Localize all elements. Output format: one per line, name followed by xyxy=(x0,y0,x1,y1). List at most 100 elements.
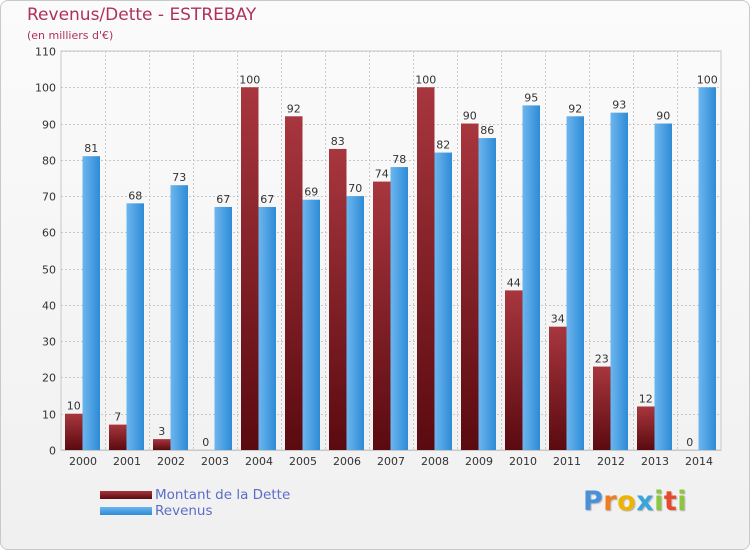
logo-letter: o xyxy=(617,486,637,517)
y-tick-label: 80 xyxy=(42,155,56,168)
legend-swatch-debt xyxy=(100,491,152,499)
revenue-bar xyxy=(434,152,452,450)
debt-value-label: 10 xyxy=(67,400,81,413)
revenue-bar xyxy=(390,167,408,450)
revenue-bar xyxy=(610,112,628,450)
label-layer: 0102030405060708090100110108120007682001… xyxy=(35,46,718,469)
debt-bar xyxy=(505,290,523,450)
revenue-value-label: 67 xyxy=(216,193,230,206)
x-tick-label: 2006 xyxy=(333,455,361,468)
debt-value-label: 3 xyxy=(158,425,165,438)
debt-bar xyxy=(65,413,83,450)
debt-bar xyxy=(241,87,259,450)
x-tick-label: 2000 xyxy=(69,455,97,468)
debt-value-label: 90 xyxy=(463,110,477,123)
x-tick-label: 2005 xyxy=(289,455,317,468)
debt-value-label: 92 xyxy=(287,102,301,115)
debt-value-label: 100 xyxy=(415,73,436,86)
debt-bar xyxy=(461,123,479,450)
y-tick-label: 50 xyxy=(42,264,56,277)
x-tick-label: 2001 xyxy=(113,455,141,468)
y-tick-label: 110 xyxy=(35,46,56,59)
logo-letter: i xyxy=(677,486,688,517)
revenue-bar xyxy=(258,206,276,450)
revenue-value-label: 86 xyxy=(480,124,494,137)
chart-subtitle: (en milliers d'€) xyxy=(27,29,114,42)
debt-value-label: 74 xyxy=(375,168,389,181)
debt-bar xyxy=(417,87,435,450)
revenue-bar xyxy=(698,87,716,450)
y-tick-label: 60 xyxy=(42,227,56,240)
chart-title: Revenus/Dette - ESTREBAY xyxy=(27,5,257,25)
revenue-bar xyxy=(346,196,364,450)
debt-value-label: 23 xyxy=(595,353,609,366)
x-tick-label: 2012 xyxy=(597,455,625,468)
debt-value-label: 0 xyxy=(202,436,209,449)
y-tick-label: 10 xyxy=(42,409,56,422)
logo-letter: i xyxy=(654,486,664,517)
x-tick-label: 2014 xyxy=(685,455,713,468)
legend-swatch-revenue xyxy=(100,507,152,515)
x-tick-label: 2008 xyxy=(421,455,449,468)
debt-value-label: 83 xyxy=(331,135,345,148)
revenue-value-label: 78 xyxy=(392,153,406,166)
y-tick-label: 90 xyxy=(42,119,56,132)
logo-letter: r xyxy=(603,486,618,517)
revenue-value-label: 95 xyxy=(524,91,538,104)
y-tick-label: 70 xyxy=(42,191,56,204)
debt-bar xyxy=(549,326,567,450)
debt-value-label: 0 xyxy=(686,436,693,449)
revenue-bar xyxy=(214,206,232,450)
debt-bar xyxy=(329,148,347,450)
bar-layer xyxy=(65,87,716,451)
x-tick-label: 2010 xyxy=(509,455,537,468)
debt-value-label: 7 xyxy=(114,411,121,424)
revenue-value-label: 100 xyxy=(697,73,718,86)
revenue-value-label: 82 xyxy=(436,139,450,152)
debt-bar xyxy=(637,406,655,450)
debt-value-label: 100 xyxy=(239,73,260,86)
revenue-bar xyxy=(566,116,584,451)
revenue-value-label: 93 xyxy=(612,99,626,112)
x-tick-label: 2002 xyxy=(157,455,185,468)
y-tick-label: 30 xyxy=(42,336,56,349)
y-tick-label: 100 xyxy=(35,82,56,95)
x-tick-label: 2011 xyxy=(553,455,581,468)
y-tick-label: 20 xyxy=(42,372,56,385)
logo-letter: t xyxy=(663,486,678,517)
revenue-value-label: 69 xyxy=(304,186,318,199)
revenue-bar xyxy=(654,123,672,450)
x-tick-label: 2004 xyxy=(245,455,273,468)
y-tick-label: 40 xyxy=(42,300,56,313)
debt-value-label: 44 xyxy=(507,276,521,289)
debt-value-label: 34 xyxy=(551,313,565,326)
legend-label-revenue: Revenus xyxy=(155,503,213,519)
proxiti-logo: Proxiti xyxy=(583,486,687,517)
debt-bar xyxy=(373,181,391,450)
revenue-bar xyxy=(170,185,188,450)
revenue-value-label: 92 xyxy=(568,102,582,115)
revenue-bar xyxy=(302,199,320,450)
revenue-value-label: 73 xyxy=(172,171,186,184)
debt-bar xyxy=(153,439,171,450)
logo-letter: P xyxy=(583,486,604,517)
debt-bar xyxy=(285,116,303,451)
revenue-bar xyxy=(82,156,100,450)
revenue-value-label: 67 xyxy=(260,193,274,206)
x-tick-label: 2009 xyxy=(465,455,493,468)
x-tick-label: 2003 xyxy=(201,455,229,468)
revenue-bar xyxy=(126,203,144,450)
debt-bar xyxy=(593,366,611,450)
debt-value-label: 12 xyxy=(639,392,653,405)
revenue-value-label: 90 xyxy=(656,110,670,123)
revenue-value-label: 70 xyxy=(348,182,362,195)
x-tick-label: 2013 xyxy=(641,455,669,468)
revenue-value-label: 81 xyxy=(84,142,98,155)
revenue-value-label: 68 xyxy=(128,189,142,202)
debt-bar xyxy=(109,424,127,450)
legend-label-debt: Montant de la Dette xyxy=(155,487,291,503)
y-tick-label: 0 xyxy=(49,445,56,458)
revenue-bar xyxy=(522,105,540,450)
logo-letter: x xyxy=(636,486,655,517)
